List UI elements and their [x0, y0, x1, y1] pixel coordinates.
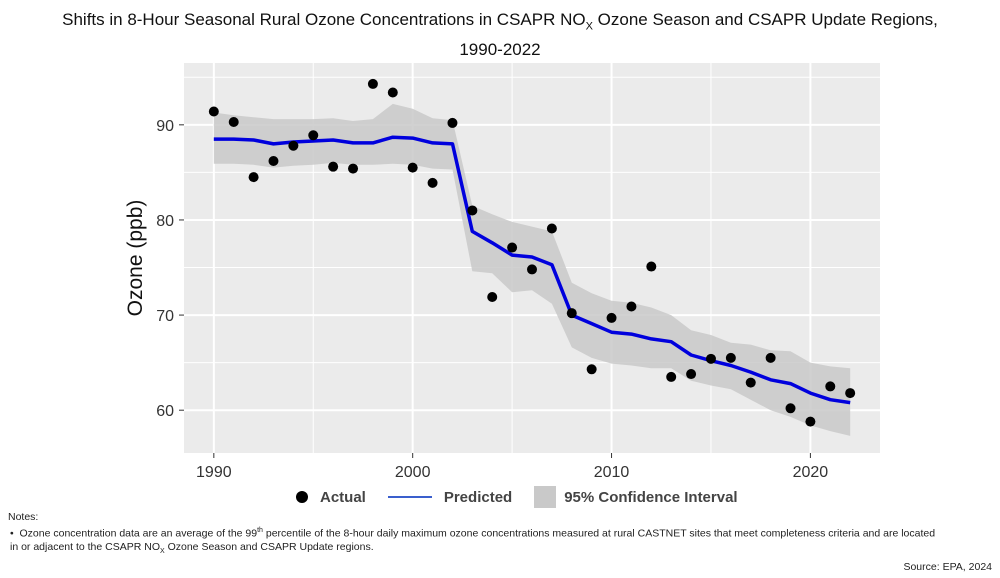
chart-title: Shifts in 8-Hour Seasonal Rural Ozone Co…: [62, 10, 938, 60]
actual-point-2018: [765, 352, 776, 363]
actual-point-2017: [745, 377, 756, 388]
actual-point-2003: [467, 205, 478, 216]
legend-ci-swatch: [534, 486, 557, 508]
x-tick-label-2000: 2000: [395, 464, 431, 481]
actual-point-2000: [407, 162, 418, 173]
actual-point-1996: [328, 161, 339, 172]
actual-point-1992: [248, 172, 259, 183]
actual-point-2010: [606, 312, 617, 323]
y-axis-title: Ozone (ppb): [124, 200, 147, 317]
legend: Actual Predicted 95% Confidence Interval: [290, 486, 756, 508]
actual-point-2004: [487, 292, 498, 302]
legend-predicted-label: Predicted: [443, 488, 513, 506]
x-tick-label-1990: 1990: [196, 464, 232, 481]
actual-point-2007: [546, 223, 557, 234]
predicted-line: [213, 135, 851, 405]
notes: Notes: • Ozone concentration data are an…: [8, 511, 998, 558]
actual-point-2002: [447, 117, 458, 128]
legend-predicted-swatch: [387, 496, 432, 498]
actual-points: [208, 78, 856, 427]
notes-heading: Notes:: [8, 511, 39, 523]
y-tick-label-90: 90: [156, 118, 174, 135]
source-credit: Source: EPA, 2024: [903, 561, 992, 573]
actual-point-2021: [825, 381, 836, 392]
actual-point-1998: [367, 78, 378, 89]
legend-ci-label: 95% Confidence Interval: [564, 488, 738, 506]
actual-point-1997: [348, 163, 359, 174]
x-tick-label-2010: 2010: [594, 464, 630, 481]
actual-point-2011: [626, 301, 637, 312]
actual-point-2013: [666, 371, 677, 382]
actual-point-2014: [686, 369, 697, 380]
actual-point-2009: [586, 364, 597, 375]
actual-point-2006: [527, 264, 537, 275]
axis-ticks: 1990 2000 2010 2020 60 70 80 90: [156, 118, 828, 481]
actual-point-2008: [566, 308, 577, 319]
y-tick-label-70: 70: [156, 308, 174, 325]
legend-ci: 95% Confidence Interval: [530, 486, 738, 508]
legend-actual-label: Actual: [320, 488, 366, 506]
actual-point-2005: [507, 242, 518, 253]
legend-actual: Actual: [290, 489, 366, 506]
actual-point-2012: [646, 261, 657, 272]
actual-point-1999: [387, 87, 398, 98]
actual-point-2022: [845, 388, 856, 399]
actual-point-2020: [805, 416, 816, 427]
y-tick-label-60: 60: [156, 403, 174, 420]
actual-point-1990: [208, 106, 219, 117]
actual-point-1995: [308, 130, 319, 141]
x-tick-label-2020: 2020: [793, 464, 829, 481]
actual-point-1991: [228, 116, 239, 127]
actual-point-2015: [705, 353, 716, 364]
actual-point-2019: [785, 403, 796, 414]
actual-point-2016: [725, 352, 736, 363]
legend-predicted: Predicted: [384, 489, 512, 506]
y-tick-label-80: 80: [156, 213, 174, 230]
actual-point-2001: [427, 177, 438, 188]
notes-bullet: • Ozone concentration data are an averag…: [10, 527, 936, 555]
actual-point-1994: [288, 140, 299, 151]
actual-point-1993: [268, 155, 279, 166]
legend-actual-swatch: [296, 491, 308, 503]
